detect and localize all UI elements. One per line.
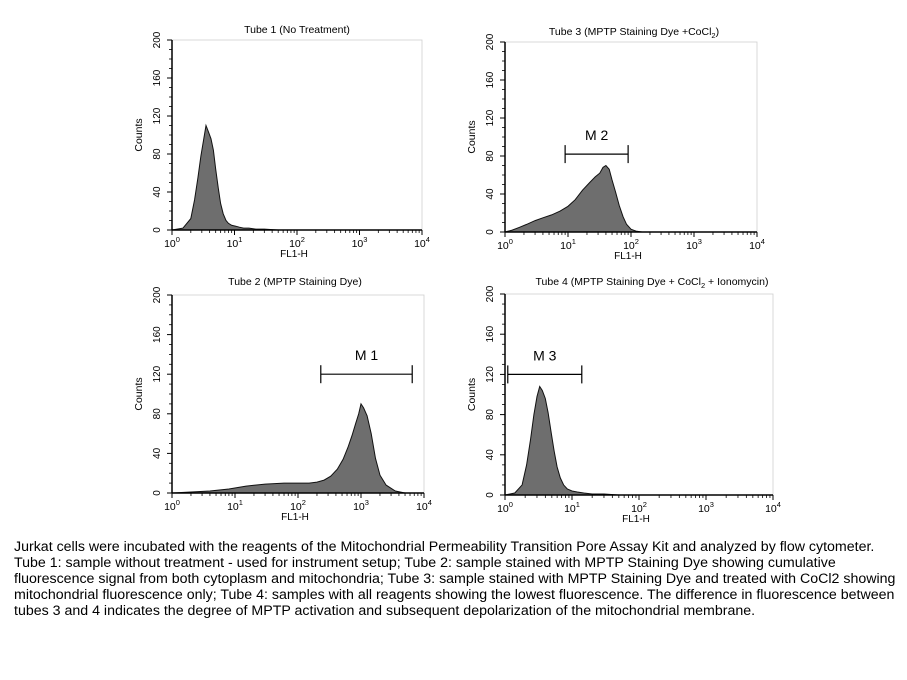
panel-3: 0 40 80 120 160 200 Counts 100 101 102 103 104 FL1-H… [133,276,432,523]
panel-title: Tube 3 (MPTP Staining Dye +CoCl2) [549,26,719,40]
x-tick-label: 103 [352,235,368,250]
y-tick-label: 120 [152,107,163,124]
x-tick-label: 101 [227,235,243,250]
x-tick-label: 102 [289,235,305,250]
panel-4: 0 40 80 120 160 200 Counts 100 101 102 103 104 FL1-H… [466,276,781,525]
x-tick-label: 104 [414,235,430,250]
marker-label: M 3 [533,347,557,363]
x-tick-label: 102 [623,237,639,252]
y-tick-label: 160 [152,326,163,343]
histogram-area [171,402,406,494]
plot-frame [171,294,425,494]
x-tick-label: 101 [227,498,243,513]
y-tick-label: 120 [152,365,163,382]
panel-title: Tube 1 (No Treatment) [244,24,350,36]
x-axis-label: FL1-H [614,251,642,262]
y-tick-label: 200 [152,286,163,303]
y-tick-label: 0 [485,492,496,498]
x-tick-label: 103 [686,237,702,252]
x-tick-label: 101 [564,500,580,515]
histogram-area [504,385,639,496]
y-axis-label: Counts [466,378,478,411]
x-axis-label: FL1-H [622,514,650,525]
y-axis-label: Counts [133,377,145,410]
x-tick-label: 103 [698,500,714,515]
y-axis-label: Counts [133,118,145,151]
x-tick-label: 100 [497,237,513,252]
panel-1: 0 40 80 120 160 200 Counts 100 101 102 103 104 FL1-H… [133,24,430,260]
y-tick-label: 40 [152,447,163,459]
x-tick-label: 101 [560,237,576,252]
marker-label: M 2 [585,127,609,143]
y-tick-label: 200 [485,33,496,50]
y-tick-label: 160 [485,325,496,342]
y-tick-label: 160 [485,71,496,88]
histogram-area [171,123,297,231]
x-tick-label: 100 [164,235,180,250]
y-tick-label: 40 [485,188,496,200]
y-tick-label: 120 [485,109,496,126]
y-axis-label: Counts [466,120,478,153]
plot-frame [504,41,758,233]
y-tick-label: 40 [152,186,163,198]
y-tick-label: 80 [485,150,496,162]
panel-title: Tube 2 (MPTP Staining Dye) [228,276,362,288]
x-tick-label: 100 [497,500,513,515]
y-tick-label: 200 [485,285,496,302]
y-tick-label: 80 [485,409,496,421]
y-tick-label: 40 [485,449,496,461]
histogram-area [504,164,650,233]
figure-panels: 0 40 80 120 160 200 Counts 100 101 102 103 104 FL1-H… [133,24,781,525]
x-tick-label: 102 [631,500,647,515]
panel-2: 0 40 80 120 160 200 Counts 100 101 102 103 104 FL1-H… [466,26,765,262]
x-tick-label: 104 [416,498,432,513]
marker-label: M 1 [355,347,379,363]
y-tick-label: 80 [152,148,163,160]
x-tick-label: 102 [290,498,306,513]
x-tick-label: 100 [164,498,180,513]
y-tick-label: 80 [152,408,163,420]
x-axis-label: FL1-H [280,249,308,260]
y-tick-label: 200 [152,31,163,48]
y-tick-label: 0 [152,490,163,496]
figure-caption: Jurkat cells were incubated with the rea… [14,539,896,619]
y-tick-label: 120 [485,366,496,383]
x-tick-label: 104 [765,500,781,515]
panel-title: Tube 4 (MPTP Staining Dye + CoCl2 + Iono… [536,276,769,290]
x-axis-label: FL1-H [281,512,309,523]
y-tick-label: 160 [152,69,163,86]
x-tick-label: 104 [749,237,765,252]
y-tick-label: 0 [152,227,163,233]
y-tick-label: 0 [485,229,496,235]
x-tick-label: 103 [353,498,369,513]
